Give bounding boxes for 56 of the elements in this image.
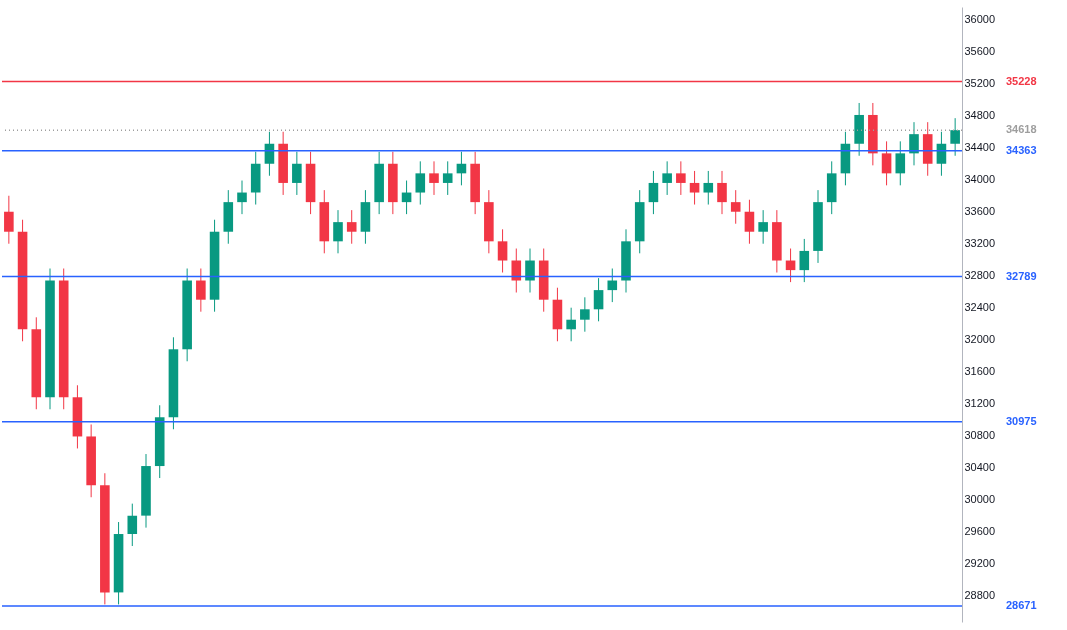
ref-line-label: 34363 (1006, 143, 1037, 156)
candlestick (415, 160, 426, 206)
candlestick (442, 160, 453, 196)
candlestick (703, 170, 714, 206)
candlestick (333, 209, 343, 254)
y-tick-label: 32800 (964, 269, 996, 282)
y-tick-label: 34800 (964, 109, 996, 122)
ref-line-label: 28671 (1006, 598, 1037, 611)
candlestick (127, 503, 138, 547)
y-tick-label: 32000 (964, 333, 996, 346)
candlestick (593, 277, 604, 322)
candlestick (950, 117, 960, 157)
candlestick (497, 228, 508, 274)
candlestick (730, 189, 741, 225)
y-tick-label: 35200 (964, 77, 996, 90)
y-tick-label: 33200 (964, 237, 996, 250)
y-tick-label: 29600 (964, 525, 996, 538)
candlestick (511, 248, 522, 294)
candlestick (648, 170, 659, 215)
y-tick-label: 34000 (964, 173, 996, 186)
candlestick (429, 160, 439, 196)
y-tick-label: 29200 (964, 557, 996, 570)
ref-line-label: 30975 (1006, 414, 1037, 427)
y-tick-label: 34400 (964, 141, 996, 154)
y-tick-label: 36000 (964, 13, 996, 26)
candlestick (237, 180, 247, 215)
candlestick (881, 140, 892, 186)
candlestick (909, 121, 919, 166)
ref-line-label: 34618 (1006, 123, 1037, 136)
candlestick (676, 160, 686, 196)
candlestick (689, 170, 700, 206)
candlestick (607, 268, 618, 303)
ref-line-label: 35228 (1006, 74, 1037, 87)
candlestick (744, 199, 755, 245)
y-tick-label: 30400 (964, 461, 996, 474)
y-tick-label: 31600 (964, 365, 996, 378)
candlestick (895, 140, 906, 186)
y-tick-label: 32400 (964, 301, 996, 314)
candlestick (196, 268, 206, 313)
y-tick-label: 35600 (964, 45, 996, 58)
y-tick-label: 28800 (964, 589, 996, 602)
candlestick (4, 195, 14, 245)
candlestick (292, 151, 302, 196)
candlestick (525, 248, 535, 294)
ref-line-label: 32789 (1006, 269, 1037, 282)
candlestick (799, 238, 810, 283)
y-tick-label: 30800 (964, 429, 996, 442)
y-tick-label: 33600 (964, 205, 996, 218)
y-tick-label: 30000 (964, 493, 996, 506)
y-tick-label: 31200 (964, 397, 996, 410)
candlestick (580, 296, 590, 333)
candlestick (346, 209, 357, 245)
candlestick (717, 170, 727, 215)
candlestick (566, 307, 576, 342)
candlestick (662, 160, 672, 196)
candlestick (758, 209, 768, 245)
